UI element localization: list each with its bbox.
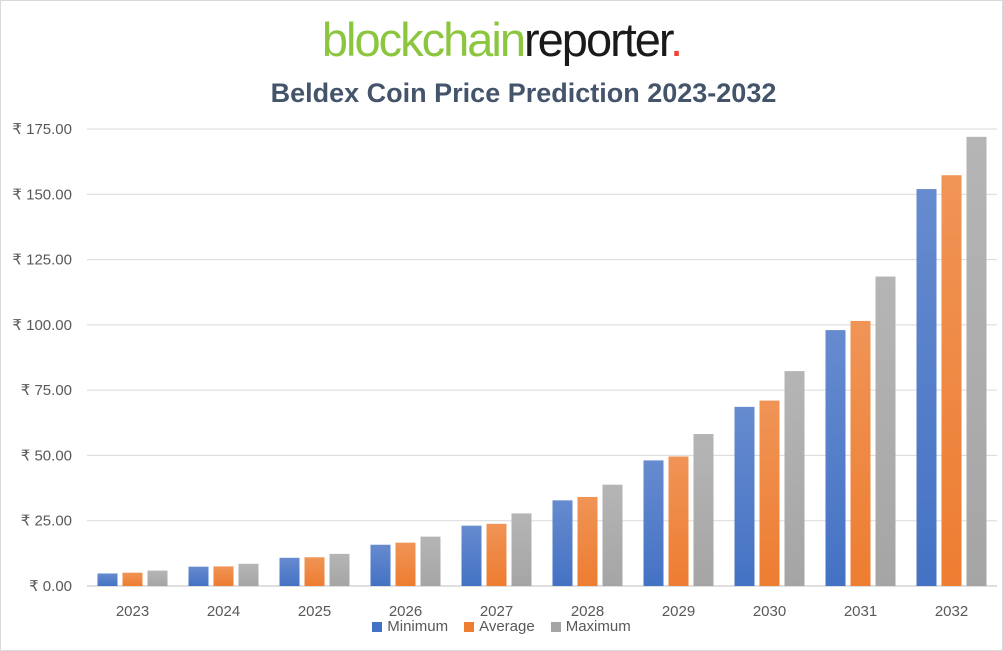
y-tick-label: ₹ 25.00 [21, 513, 72, 530]
chart-title: Beldex Coin Price Prediction 2023-2032 [270, 78, 777, 108]
y-tick-label: ₹ 50.00 [21, 447, 72, 464]
bar-maximum [511, 513, 532, 586]
bar-maximum [147, 570, 168, 586]
y-tick-label: ₹ 150.00 [12, 186, 72, 203]
legend-item-minimum: Minimum [372, 618, 448, 635]
bar-average [213, 566, 234, 586]
bar-average [941, 175, 962, 586]
bar-minimum [825, 330, 846, 586]
bar-maximum [329, 553, 350, 586]
y-tick-label: ₹ 100.00 [12, 317, 72, 334]
x-tick-label: 2031 [844, 603, 877, 620]
bar-minimum [552, 500, 573, 586]
legend-item-average: Average [464, 618, 535, 635]
bar-average [304, 557, 325, 586]
bar-maximum [420, 536, 441, 586]
legend-swatch [550, 621, 561, 632]
bar-minimum [461, 525, 482, 586]
x-tick-label: 2026 [389, 603, 422, 620]
bar-minimum [734, 406, 755, 586]
logo-text-blockchain: blockchain [321, 13, 526, 66]
bar-maximum [966, 136, 987, 586]
y-tick-label: ₹ 75.00 [21, 382, 72, 399]
y-tick-label: ₹ 0.00 [29, 578, 72, 595]
blockchainreporter-logo: blockchainreporter. [0, 10, 1003, 70]
y-tick-label: ₹ 125.00 [12, 252, 72, 269]
x-tick-label: 2023 [116, 603, 149, 620]
bar-average [122, 572, 143, 586]
legend-swatch [372, 621, 383, 632]
bar-average [577, 496, 598, 586]
bar-minimum [916, 189, 937, 586]
bar-minimum [188, 566, 209, 586]
bar-minimum [643, 460, 664, 586]
legend-label: Maximum [565, 618, 631, 635]
logo-text-reporter: reporter [524, 13, 672, 66]
x-tick-label: 2030 [753, 603, 786, 620]
bar-average [395, 542, 416, 586]
legend-item-maximum: Maximum [550, 618, 631, 635]
bar-average [759, 400, 780, 586]
bar-minimum [97, 573, 118, 586]
bar-maximum [602, 484, 623, 586]
x-tick-label: 2027 [480, 603, 513, 620]
bar-minimum [370, 544, 391, 586]
bar-maximum [693, 434, 714, 586]
y-tick-label: ₹ 175.00 [12, 121, 72, 138]
bar-average [850, 320, 871, 586]
chart-legend: Minimum Average Maximum [0, 618, 1003, 635]
x-tick-label: 2024 [207, 603, 240, 620]
bar-average [668, 456, 689, 586]
bar-maximum [784, 371, 805, 586]
x-tick-label: 2028 [571, 603, 604, 620]
logo-dot: . [670, 13, 683, 66]
bar-maximum [875, 276, 896, 586]
x-tick-label: 2032 [935, 603, 968, 620]
legend-swatch [464, 621, 475, 632]
bar-average [486, 523, 507, 586]
legend-label: Average [479, 618, 535, 635]
x-tick-label: 2029 [662, 603, 695, 620]
bar-minimum [279, 557, 300, 586]
bar-maximum [238, 563, 259, 586]
legend-label: Minimum [387, 618, 449, 635]
x-tick-label: 2025 [298, 603, 331, 620]
